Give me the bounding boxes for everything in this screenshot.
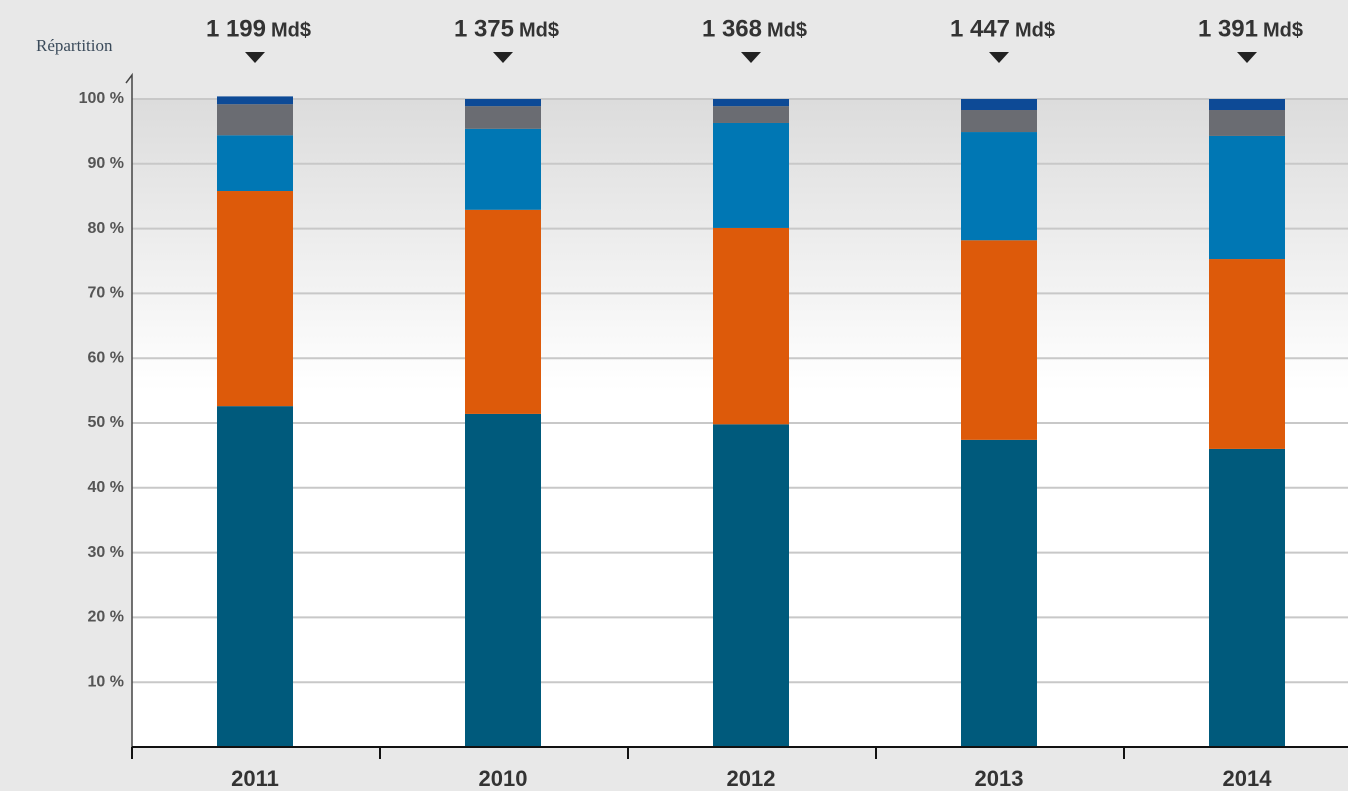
y-tick-label: 10 %	[88, 673, 124, 690]
y-axis-label: Répartition	[36, 36, 113, 55]
total-unit: Md$	[1015, 19, 1055, 41]
bar-segment	[713, 99, 789, 107]
total-marker	[741, 52, 761, 63]
bar-segment	[961, 132, 1037, 241]
bar-segment	[961, 99, 1037, 111]
x-tick-label: 2011	[231, 766, 279, 791]
y-tick-label: 90 %	[88, 155, 124, 172]
total-label: 1 199	[206, 15, 266, 42]
bar-segment	[713, 424, 789, 747]
bar-segment	[217, 104, 293, 136]
x-tick-label: 2010	[479, 766, 528, 791]
total-marker	[1237, 52, 1257, 63]
bar-segment	[217, 406, 293, 747]
bar-segment	[1209, 99, 1285, 111]
bar-segment	[465, 128, 541, 210]
bar-segment	[465, 106, 541, 129]
bar-segment	[217, 135, 293, 192]
bar-segment	[465, 209, 541, 414]
x-tick-label: 2013	[975, 766, 1024, 791]
total-unit: Md$	[271, 19, 311, 41]
x-tick-label: 2014	[1223, 766, 1273, 791]
total-unit: Md$	[519, 19, 559, 41]
y-tick-label: 20 %	[88, 609, 124, 626]
y-tick-label: 70 %	[88, 285, 124, 302]
total-label: 1 375	[454, 15, 514, 42]
total-marker	[493, 52, 513, 63]
y-tick-label: 80 %	[88, 220, 124, 237]
total-marker	[989, 52, 1009, 63]
bar-segment	[713, 122, 789, 228]
bar-segment	[961, 240, 1037, 440]
bar-segment	[465, 413, 541, 747]
bar-segment	[1209, 110, 1285, 136]
y-axis	[125, 72, 133, 747]
y-tick-label: 60 %	[88, 349, 124, 366]
bar-segment	[465, 99, 541, 107]
bar-segment	[217, 191, 293, 407]
bar-segment	[217, 96, 293, 105]
bar-segment	[713, 227, 789, 425]
x-tick-label: 2012	[727, 766, 776, 791]
bar-segment	[1209, 259, 1285, 449]
y-tick-label: 30 %	[88, 544, 124, 561]
y-tick-label: 50 %	[88, 414, 124, 431]
bar-segment	[1209, 135, 1285, 260]
bar-segment	[1209, 448, 1285, 747]
total-label: 1 391	[1198, 15, 1258, 42]
total-unit: Md$	[1263, 19, 1303, 41]
bar-segment	[713, 106, 789, 123]
total-label: 1 368	[702, 15, 762, 42]
y-tick-label: 100 %	[79, 90, 124, 107]
bar-segment	[961, 439, 1037, 747]
bar-segment	[961, 110, 1037, 133]
total-marker	[245, 52, 265, 63]
y-tick-label: 40 %	[88, 479, 124, 496]
total-unit: Md$	[767, 19, 807, 41]
total-label: 1 447	[950, 15, 1010, 42]
